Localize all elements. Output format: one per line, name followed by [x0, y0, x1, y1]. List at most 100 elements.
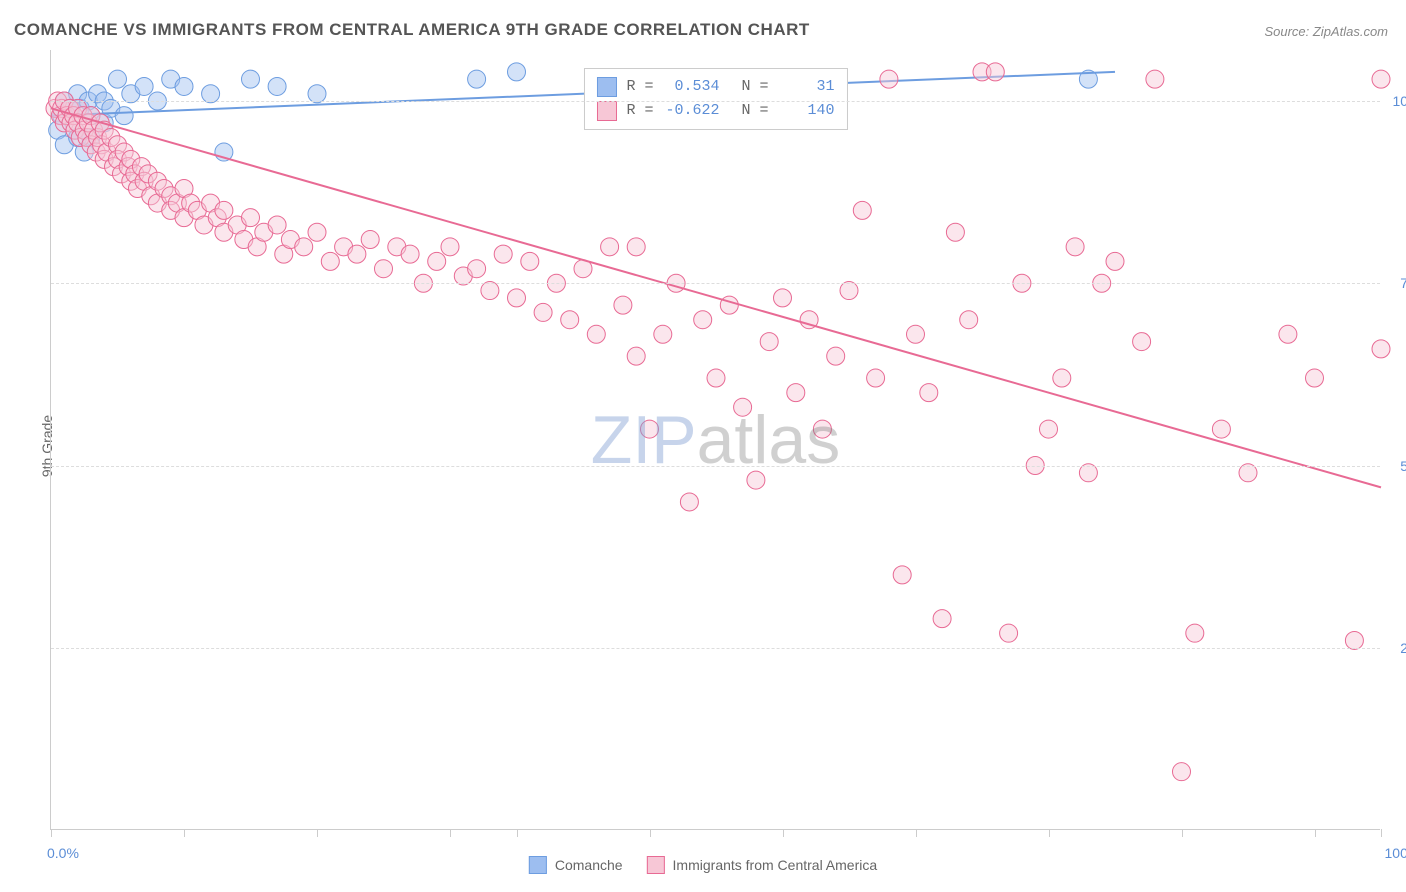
x-tick [450, 829, 451, 837]
data-point [268, 216, 286, 234]
data-point [175, 77, 193, 95]
data-point [1279, 325, 1297, 343]
data-point [321, 252, 339, 270]
data-point [880, 70, 898, 88]
y-tick-label: 25.0% [1400, 640, 1406, 656]
data-point [508, 63, 526, 81]
gridline [51, 101, 1380, 102]
data-point [508, 289, 526, 307]
data-point [1212, 420, 1230, 438]
data-point [827, 347, 845, 365]
data-point [680, 493, 698, 511]
data-point [960, 311, 978, 329]
x-tick [783, 829, 784, 837]
data-point [1079, 464, 1097, 482]
data-point [627, 347, 645, 365]
stats-legend-box: R = 0.534 N = 31 R = -0.622 N = 140 [583, 68, 847, 130]
data-point [707, 369, 725, 387]
x-tick [650, 829, 651, 837]
data-point [787, 384, 805, 402]
data-point [242, 70, 260, 88]
data-point [109, 70, 127, 88]
data-point [1066, 238, 1084, 256]
data-point [1133, 333, 1151, 351]
data-point [1053, 369, 1071, 387]
data-point [587, 325, 605, 343]
legend-label: Comanche [555, 857, 623, 873]
data-point [907, 325, 925, 343]
data-point [853, 201, 871, 219]
legend-swatch [529, 856, 547, 874]
data-point [1306, 369, 1324, 387]
data-point [494, 245, 512, 263]
data-point [1186, 624, 1204, 642]
stats-swatch [596, 101, 616, 121]
stats-n-label: N = [742, 99, 769, 123]
plot-area: ZIPatlas R =0.534N =31R =-0.622N =140 25… [50, 50, 1380, 830]
stats-r-value: 0.534 [664, 75, 720, 99]
data-point [348, 245, 366, 263]
x-tick-label-max: 100.0% [1385, 845, 1406, 861]
data-point [933, 610, 951, 628]
data-point [774, 289, 792, 307]
legend-item: Comanche [529, 856, 623, 874]
x-tick [51, 829, 52, 837]
data-point [654, 325, 672, 343]
data-point [215, 201, 233, 219]
x-tick [184, 829, 185, 837]
data-point [308, 223, 326, 241]
data-point [1000, 624, 1018, 642]
legend-swatch [647, 856, 665, 874]
x-tick-label-min: 0.0% [47, 845, 79, 861]
scatter-svg [51, 50, 1380, 829]
stats-r-label: R = [626, 99, 653, 123]
data-point [468, 70, 486, 88]
data-point [135, 77, 153, 95]
stats-n-label: N = [742, 75, 769, 99]
data-point [468, 260, 486, 278]
chart-title: COMANCHE VS IMMIGRANTS FROM CENTRAL AMER… [14, 20, 810, 40]
stats-n-value: 140 [779, 99, 835, 123]
data-point [401, 245, 419, 263]
data-point [1372, 70, 1390, 88]
data-point [1040, 420, 1058, 438]
data-point [242, 209, 260, 227]
trend-line [51, 108, 1381, 487]
data-point [428, 252, 446, 270]
data-point [734, 398, 752, 416]
stats-r-label: R = [626, 75, 653, 99]
data-point [694, 311, 712, 329]
data-point [641, 420, 659, 438]
data-point [441, 238, 459, 256]
data-point [867, 369, 885, 387]
data-point [760, 333, 778, 351]
data-point [115, 107, 133, 125]
x-tick [916, 829, 917, 837]
legend-label: Immigrants from Central America [673, 857, 878, 873]
data-point [1146, 70, 1164, 88]
data-point [986, 63, 1004, 81]
stats-r-value: -0.622 [664, 99, 720, 123]
data-point [946, 223, 964, 241]
y-tick-label: 50.0% [1400, 458, 1406, 474]
gridline [51, 283, 1380, 284]
data-point [893, 566, 911, 584]
data-point [1372, 340, 1390, 358]
data-point [268, 77, 286, 95]
data-point [295, 238, 313, 256]
data-point [1173, 763, 1191, 781]
stats-row: R = -0.622 N = 140 [596, 99, 834, 123]
data-point [521, 252, 539, 270]
data-point [920, 384, 938, 402]
x-tick [1381, 829, 1382, 837]
stats-swatch [596, 77, 616, 97]
y-tick-label: 100.0% [1393, 93, 1406, 109]
x-tick [1049, 829, 1050, 837]
gridline [51, 648, 1380, 649]
legend-bottom: Comanche Immigrants from Central America [529, 856, 877, 874]
stats-n-value: 31 [779, 75, 835, 99]
data-point [534, 303, 552, 321]
x-tick [1182, 829, 1183, 837]
x-tick [1315, 829, 1316, 837]
y-tick-label: 75.0% [1400, 275, 1406, 291]
